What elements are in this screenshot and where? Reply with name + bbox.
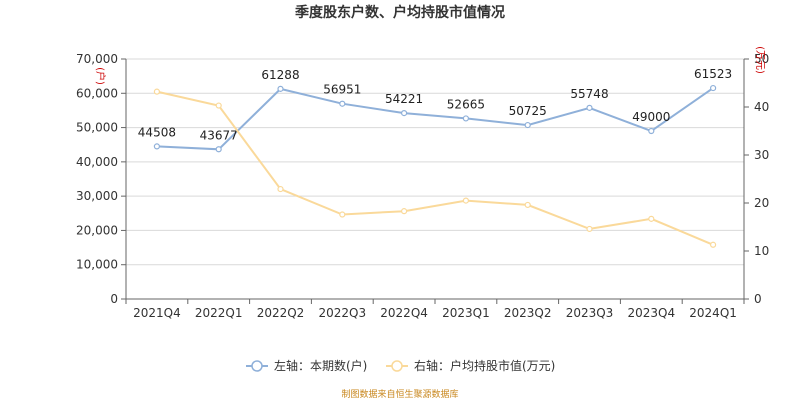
data-label: 43677 — [200, 128, 238, 142]
right-tick-label: 30 — [754, 148, 769, 162]
data-label: 55748 — [570, 87, 608, 101]
legend-marker-holders — [251, 360, 263, 372]
x-tick-label: 2023Q1 — [442, 306, 490, 320]
data-point-0 — [524, 121, 531, 129]
left-tick-label: 0 — [110, 292, 118, 306]
data-point-1 — [277, 185, 284, 193]
x-tick-label: 2023Q3 — [566, 306, 614, 320]
data-point-0 — [648, 127, 655, 135]
data-point-0 — [215, 146, 222, 153]
left-tick-label: 40,000 — [76, 155, 118, 169]
left-tick-label: 60,000 — [76, 86, 118, 100]
x-tick-label: 2024Q1 — [689, 306, 737, 320]
left-tick-label: 10,000 — [76, 258, 118, 272]
legend-marker-avg-value — [391, 360, 403, 372]
data-label: 49000 — [632, 110, 670, 124]
data-point-1 — [586, 225, 593, 233]
right-tick-label: 10 — [754, 244, 769, 258]
left-tick-label: 30,000 — [76, 189, 118, 203]
data-point-0 — [586, 104, 593, 111]
data-label: 52665 — [447, 97, 485, 111]
right-tick-label: 0 — [754, 292, 762, 306]
data-point-1 — [462, 197, 469, 204]
x-tick-label: 2023Q4 — [627, 306, 675, 320]
right-axis-unit: (万元) — [754, 46, 765, 74]
data-label: 50725 — [509, 104, 547, 118]
data-label: 54221 — [385, 92, 423, 106]
data-point-0 — [709, 84, 717, 92]
source-note: 制图数据来自恒生聚源数据库 — [341, 388, 458, 400]
data-point-1 — [339, 211, 346, 218]
series-layer: 44508 43677 61288 56951 54221 52665 50725 55748… — [138, 67, 732, 248]
data-point-1 — [524, 201, 531, 209]
data-label: 61288 — [261, 68, 299, 82]
series-line-1 — [156, 90, 714, 246]
left-axis-unit: (户) — [94, 67, 107, 85]
data-point-0 — [462, 115, 469, 122]
data-label: 44508 — [138, 125, 176, 139]
data-point-0 — [401, 109, 408, 117]
right-tick-label: 40 — [754, 100, 769, 114]
x-tick-label: 2022Q4 — [380, 306, 428, 320]
data-point-1 — [401, 208, 408, 215]
right-tick-label: 50 — [754, 52, 769, 66]
grid-lines — [126, 58, 744, 266]
x-tick-label: 2023Q2 — [504, 306, 552, 320]
legend-label-holders[interactable]: 左轴：本期数(户) — [274, 358, 367, 373]
left-tick-label: 20,000 — [76, 223, 118, 237]
data-label: 56951 — [323, 83, 361, 97]
x-tick-label: 2022Q2 — [257, 306, 305, 320]
legend-label-avg-value[interactable]: 右轴：户均持股市值(万元) — [414, 358, 555, 373]
x-tick-label: 2022Q1 — [195, 306, 243, 320]
right-tick-label: 20 — [754, 196, 769, 210]
series-line-0 — [156, 87, 714, 151]
data-point-1 — [709, 241, 717, 248]
legend[interactable]: 左轴：本期数(户) 右轴：户均持股市值(万元) — [246, 358, 555, 373]
data-label: 61523 — [694, 67, 732, 81]
axes: 0 10,000 20,000 30,000 40,000 50,000 60,000 70,… — [76, 52, 769, 320]
data-point-0 — [339, 100, 346, 107]
x-tick-label: 2021Q4 — [133, 306, 181, 320]
data-point-1 — [648, 215, 655, 222]
data-point-1 — [215, 102, 222, 109]
chart-title: 季度股东户数、户均持股市值情况 — [294, 4, 505, 21]
left-tick-label: 50,000 — [76, 121, 118, 135]
data-point-1 — [153, 88, 160, 95]
x-tick-label: 2022Q3 — [318, 306, 366, 320]
left-tick-label: 70,000 — [76, 52, 118, 66]
data-point-0 — [153, 143, 160, 150]
data-point-0 — [277, 85, 284, 92]
